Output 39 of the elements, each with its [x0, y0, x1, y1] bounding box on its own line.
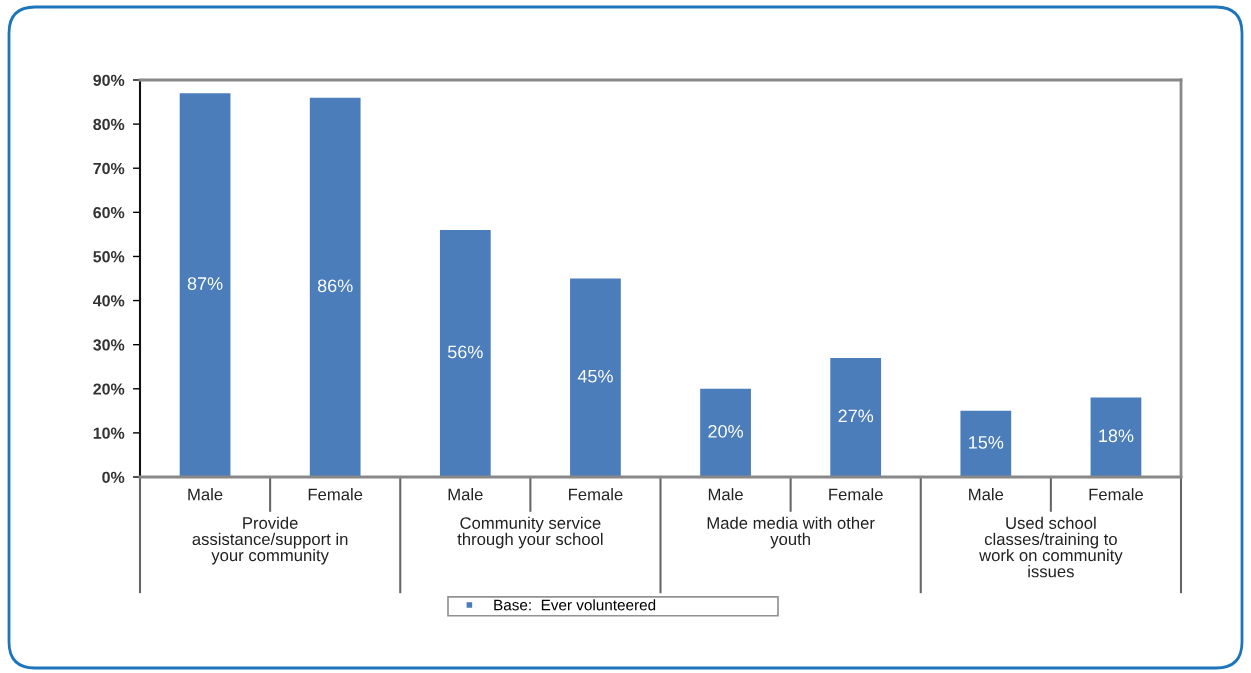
bar — [570, 278, 621, 477]
y-tick-label: 10% — [93, 427, 125, 439]
bar — [439, 229, 491, 477]
bar — [179, 93, 231, 477]
text: Provide assistance/support in your community — [192, 516, 348, 565]
y-tick-label: 50% — [93, 251, 125, 263]
y-tick-label: 90% — [93, 74, 125, 86]
data-label: 45% — [577, 369, 613, 383]
y-tick-label: 20% — [93, 383, 125, 395]
data-label: 15% — [969, 436, 1004, 449]
x-tick-label: Female — [569, 488, 623, 501]
x-tick-label: Male — [188, 488, 223, 501]
bar — [960, 410, 1012, 477]
y-tick-label: 60% — [93, 206, 125, 219]
y-tick-label: 40% — [93, 295, 125, 307]
legend-label: Base: Ever volunteered — [494, 599, 656, 611]
bar — [700, 388, 751, 477]
data-label: 56% — [447, 345, 483, 359]
data-label: 27% — [838, 409, 874, 423]
x-tick-label: Male — [448, 488, 483, 501]
text: Made media with other youth — [707, 516, 875, 549]
text: Used school classes/training to work on community issues — [979, 516, 1123, 578]
data-label: 18% — [1099, 429, 1134, 443]
x-tick-label: Female — [1089, 488, 1143, 501]
y-tick-label: 30% — [93, 339, 125, 351]
x-tick-label: Male — [708, 488, 743, 501]
data-label: 86% — [317, 279, 353, 293]
x-tick-label: Female — [308, 488, 363, 501]
y-tick-label: 70% — [93, 162, 125, 175]
data-label: 87% — [187, 277, 223, 290]
bar — [309, 97, 361, 477]
x-tick-label: Male — [969, 488, 1004, 501]
bar — [1090, 397, 1142, 477]
x-tick-label: Female — [829, 488, 883, 501]
y-tick-label: 80% — [93, 118, 125, 131]
y-tick-label: 0% — [102, 471, 125, 483]
bar — [830, 357, 882, 477]
data-label: 20% — [708, 424, 743, 438]
text: Community service through your school — [457, 516, 603, 549]
